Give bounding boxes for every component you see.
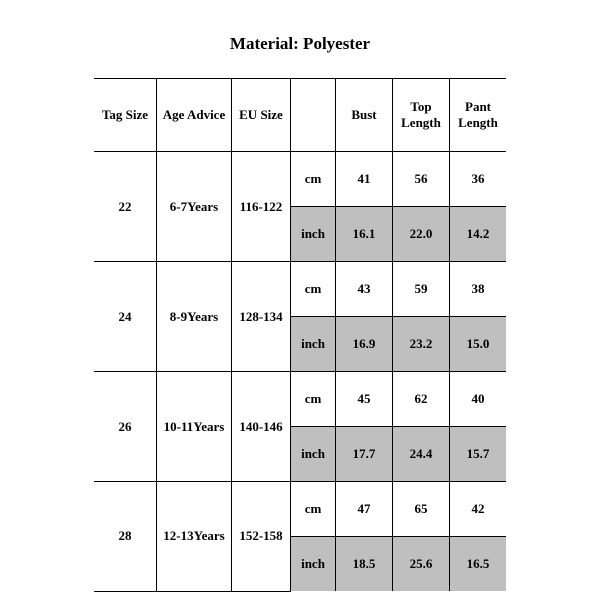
col-top-length: Top Length (393, 79, 450, 152)
cell-age: 8-9Years (157, 262, 232, 372)
table-row: 28 12-13Years 152-158 cm 47 65 42 (94, 482, 506, 537)
cell-pant: 15.0 (450, 317, 507, 372)
cell-eu: 140-146 (232, 372, 291, 482)
cell-tag: 22 (94, 152, 157, 262)
cell-bust: 45 (336, 372, 393, 427)
cell-eu: 116-122 (232, 152, 291, 262)
cell-age: 10-11Years (157, 372, 232, 482)
col-eu-size: EU Size (232, 79, 291, 152)
cell-bust: 16.1 (336, 207, 393, 262)
cell-bust: 16.9 (336, 317, 393, 372)
table-row: 22 6-7Years 116-122 cm 41 56 36 (94, 152, 506, 207)
cell-top: 62 (393, 372, 450, 427)
cell-bust: 17.7 (336, 427, 393, 482)
cell-top: 65 (393, 482, 450, 537)
cell-unit-inch: inch (291, 537, 336, 592)
table-row: 26 10-11Years 140-146 cm 45 62 40 (94, 372, 506, 427)
page-title: Material: Polyester (0, 0, 600, 78)
cell-top: 22.0 (393, 207, 450, 262)
col-pant-length: Pant Length (450, 79, 507, 152)
cell-tag: 28 (94, 482, 157, 592)
cell-tag: 24 (94, 262, 157, 372)
cell-pant: 38 (450, 262, 507, 317)
cell-unit-cm: cm (291, 482, 336, 537)
cell-top: 56 (393, 152, 450, 207)
table-header-row: Tag Size Age Advice EU Size Bust Top Len… (94, 79, 506, 152)
cell-pant: 40 (450, 372, 507, 427)
cell-top: 59 (393, 262, 450, 317)
col-age-advice: Age Advice (157, 79, 232, 152)
cell-top: 23.2 (393, 317, 450, 372)
col-unit (291, 79, 336, 152)
cell-eu: 128-134 (232, 262, 291, 372)
cell-tag: 26 (94, 372, 157, 482)
cell-pant: 42 (450, 482, 507, 537)
cell-top: 25.6 (393, 537, 450, 592)
cell-pant: 16.5 (450, 537, 507, 592)
col-tag-size: Tag Size (94, 79, 157, 152)
col-bust: Bust (336, 79, 393, 152)
cell-age: 12-13Years (157, 482, 232, 592)
cell-bust: 47 (336, 482, 393, 537)
cell-age: 6-7Years (157, 152, 232, 262)
cell-unit-inch: inch (291, 427, 336, 482)
cell-bust: 43 (336, 262, 393, 317)
cell-top: 24.4 (393, 427, 450, 482)
cell-pant: 15.7 (450, 427, 507, 482)
cell-unit-cm: cm (291, 372, 336, 427)
table-row: 24 8-9Years 128-134 cm 43 59 38 (94, 262, 506, 317)
cell-unit-cm: cm (291, 262, 336, 317)
cell-bust: 41 (336, 152, 393, 207)
cell-eu: 152-158 (232, 482, 291, 592)
cell-bust: 18.5 (336, 537, 393, 592)
cell-unit-inch: inch (291, 207, 336, 262)
cell-pant: 36 (450, 152, 507, 207)
size-chart-table: Tag Size Age Advice EU Size Bust Top Len… (94, 78, 506, 592)
cell-unit-cm: cm (291, 152, 336, 207)
cell-unit-inch: inch (291, 317, 336, 372)
cell-pant: 14.2 (450, 207, 507, 262)
